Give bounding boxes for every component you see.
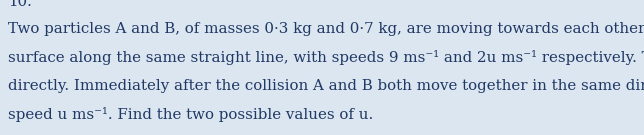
Text: Two particles A and B, of masses 0·3 kg and 0·7 kg, are moving towards each othe: Two particles A and B, of masses 0·3 kg … — [8, 22, 644, 36]
Text: speed u ms⁻¹. Find the two possible values of u.: speed u ms⁻¹. Find the two possible valu… — [8, 107, 373, 122]
Text: surface along the same straight line, with speeds 9 ms⁻¹ and 2u ms⁻¹ respectivel: surface along the same straight line, wi… — [8, 50, 644, 65]
Text: directly. Immediately after the collision A and B both move together in the same: directly. Immediately after the collisio… — [8, 79, 644, 93]
Text: 10.: 10. — [8, 0, 32, 9]
